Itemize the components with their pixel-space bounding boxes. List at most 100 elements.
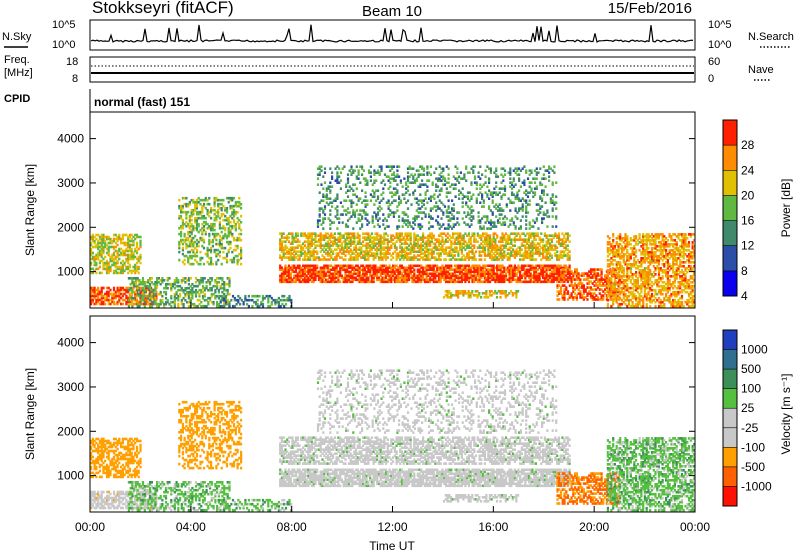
power-cell [220,262,223,266]
power-cell [100,253,103,257]
power-cell [435,201,438,204]
power-cell [231,232,234,236]
power-cell [336,205,339,208]
power-cell [112,269,116,273]
power-cell [181,246,184,250]
power-cell [181,206,184,210]
power-cell [217,290,220,294]
power-cell [100,243,103,247]
power-cell [130,253,133,257]
power-cell [104,302,107,306]
power-cell [220,214,223,218]
power-cell [149,304,152,308]
power-cell [185,242,188,246]
power-cell [95,253,98,257]
power-cell [224,232,227,236]
power-cell [191,294,194,298]
power-cell [181,222,184,226]
power-cell [380,207,383,210]
power-cell [211,240,214,244]
power-cell [188,240,191,244]
power-cell [105,292,109,296]
power-cell [256,298,259,302]
power-cell [178,226,181,230]
power-cell [111,294,114,298]
power-cell [408,221,411,224]
power-cell [186,300,189,304]
power-cell [329,227,332,230]
power-cell [140,298,143,302]
power-cell [488,197,491,200]
power-cell [320,165,323,168]
power-cell [187,296,190,300]
power-cell [362,169,365,172]
power-cell [105,298,109,302]
power-cell [97,290,100,294]
power-cell [189,296,192,300]
power-cell [190,256,193,260]
power-cell [159,300,162,304]
power-cell [184,277,187,280]
power-cell [214,296,217,300]
power-cell [240,202,243,206]
power-cell [195,210,199,214]
power-cell [190,214,193,218]
power-cell [178,216,181,220]
power-cell [156,279,159,282]
power-cell [194,246,197,250]
power-cell [134,271,137,275]
power-cell [192,224,195,228]
power-cell [493,221,496,224]
power-cell [201,204,204,208]
power-cell [194,220,197,224]
power-cell [180,298,183,302]
power-cell [316,183,320,186]
power-cell [395,246,398,249]
power-cell [132,235,135,239]
power-cell [164,284,168,288]
power-cell [431,181,434,184]
power-cell [412,167,415,170]
power-cell [125,257,128,261]
power-cell [190,240,193,244]
power-cell [97,288,100,292]
power-cell [180,208,183,212]
power-cell [185,224,188,228]
power-cell [199,238,202,242]
power-cell [125,249,128,253]
power-cell [133,298,136,302]
power-cell [123,298,126,302]
power-cell [102,251,105,255]
power-cell [458,197,461,200]
power-cell [91,288,94,292]
power-cell [166,286,169,290]
power-cell [173,294,176,298]
power-cell [331,175,334,178]
nsky-line [90,24,694,43]
power-cell [112,296,116,300]
power-cell [202,198,206,202]
power-cell [215,242,218,246]
power-cell [111,239,114,243]
power-cell [195,202,199,206]
power-cell [472,169,475,172]
power-cell [220,198,223,202]
power-cell [198,281,201,284]
power-cell [229,246,232,250]
power-cell [218,244,221,248]
power-cell [183,254,186,258]
power-cell [192,248,195,252]
power-cell [208,202,211,206]
power-cell [100,290,103,294]
power-cell [135,249,139,253]
nsky-trace [90,24,694,43]
power-cell [323,167,327,170]
power-cell [180,302,183,306]
power-cell [188,250,191,254]
power-cell [224,228,227,232]
power-cell [107,302,110,306]
nsearch-tick-top: 10^5 [708,19,732,31]
power-cell [198,282,201,286]
power-cell [90,302,93,306]
power-cell [218,226,221,230]
